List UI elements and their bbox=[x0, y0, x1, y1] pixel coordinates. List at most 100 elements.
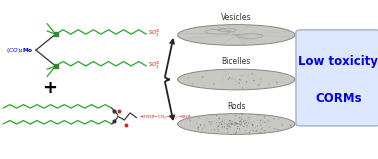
Point bbox=[243, 81, 249, 83]
Ellipse shape bbox=[178, 114, 295, 134]
Point bbox=[216, 125, 222, 127]
Point bbox=[214, 130, 220, 133]
Point bbox=[251, 130, 257, 132]
Point bbox=[227, 119, 233, 122]
Point bbox=[251, 121, 257, 123]
Point bbox=[219, 121, 225, 123]
Point bbox=[287, 124, 293, 127]
Point bbox=[226, 78, 232, 81]
Point bbox=[231, 123, 237, 126]
Point bbox=[187, 125, 193, 128]
Point bbox=[254, 115, 260, 118]
Point bbox=[228, 122, 234, 125]
Point bbox=[233, 122, 239, 124]
Point bbox=[244, 124, 250, 127]
Point bbox=[216, 117, 222, 120]
Point bbox=[234, 80, 240, 83]
Point bbox=[244, 127, 250, 129]
Point bbox=[229, 120, 235, 123]
Point bbox=[216, 124, 222, 127]
Point bbox=[234, 127, 240, 130]
Point bbox=[242, 130, 248, 132]
Text: $(CO)_4$Mo: $(CO)_4$Mo bbox=[6, 46, 34, 55]
Point bbox=[231, 121, 237, 124]
Point bbox=[224, 124, 230, 126]
Point bbox=[209, 129, 215, 131]
Point bbox=[185, 77, 191, 80]
Point bbox=[223, 114, 229, 117]
Point bbox=[288, 124, 294, 127]
Point bbox=[195, 129, 201, 131]
Point bbox=[284, 125, 290, 128]
Point bbox=[234, 123, 240, 125]
Point bbox=[206, 121, 212, 123]
Point bbox=[194, 122, 200, 125]
Point bbox=[257, 121, 263, 124]
Point bbox=[212, 129, 218, 132]
Point bbox=[228, 123, 234, 126]
Point bbox=[209, 120, 215, 123]
Point bbox=[245, 116, 251, 118]
Point bbox=[262, 116, 268, 118]
Point bbox=[262, 129, 268, 132]
Point bbox=[238, 124, 244, 126]
Point bbox=[246, 131, 253, 134]
Point bbox=[243, 121, 249, 124]
Point bbox=[247, 129, 253, 132]
Point bbox=[253, 127, 259, 129]
Point bbox=[279, 124, 285, 126]
Point bbox=[232, 132, 238, 135]
Point bbox=[239, 75, 245, 77]
Point bbox=[221, 119, 227, 121]
Point bbox=[211, 83, 217, 85]
Point bbox=[254, 125, 260, 127]
Point bbox=[232, 123, 238, 126]
Point bbox=[240, 124, 246, 127]
Point bbox=[257, 114, 263, 117]
Point bbox=[260, 120, 266, 122]
Point bbox=[231, 79, 237, 81]
Point bbox=[232, 131, 238, 133]
Point bbox=[217, 121, 223, 124]
Point bbox=[187, 120, 194, 122]
Point bbox=[232, 123, 239, 125]
Point bbox=[198, 124, 204, 126]
Point bbox=[271, 127, 277, 130]
Point bbox=[241, 125, 247, 128]
Point bbox=[242, 120, 248, 122]
Point bbox=[226, 119, 232, 121]
Point bbox=[232, 114, 239, 117]
Point bbox=[222, 126, 228, 128]
Point bbox=[225, 121, 231, 124]
Point bbox=[250, 123, 256, 126]
Point bbox=[228, 122, 234, 125]
Point bbox=[197, 124, 203, 126]
Point bbox=[222, 70, 228, 73]
Point bbox=[275, 128, 281, 131]
Point bbox=[238, 120, 244, 122]
Point bbox=[208, 122, 214, 125]
Ellipse shape bbox=[178, 25, 295, 45]
Point bbox=[227, 126, 233, 129]
Point bbox=[228, 124, 234, 127]
Point bbox=[243, 121, 249, 124]
Point bbox=[219, 120, 225, 123]
Point bbox=[200, 128, 206, 130]
Point bbox=[237, 130, 243, 132]
Point bbox=[246, 118, 252, 121]
Point bbox=[215, 118, 221, 121]
Point bbox=[245, 122, 251, 124]
Text: Bicelles: Bicelles bbox=[222, 57, 251, 66]
Point bbox=[229, 122, 235, 124]
Point bbox=[232, 123, 238, 125]
Point bbox=[256, 123, 262, 126]
Point bbox=[238, 121, 244, 124]
Point bbox=[202, 125, 208, 128]
Point bbox=[266, 121, 273, 123]
Point bbox=[225, 125, 231, 127]
Point bbox=[218, 123, 224, 125]
Point bbox=[254, 130, 260, 132]
Point bbox=[201, 123, 207, 126]
Point bbox=[249, 77, 256, 80]
Point bbox=[232, 121, 238, 124]
